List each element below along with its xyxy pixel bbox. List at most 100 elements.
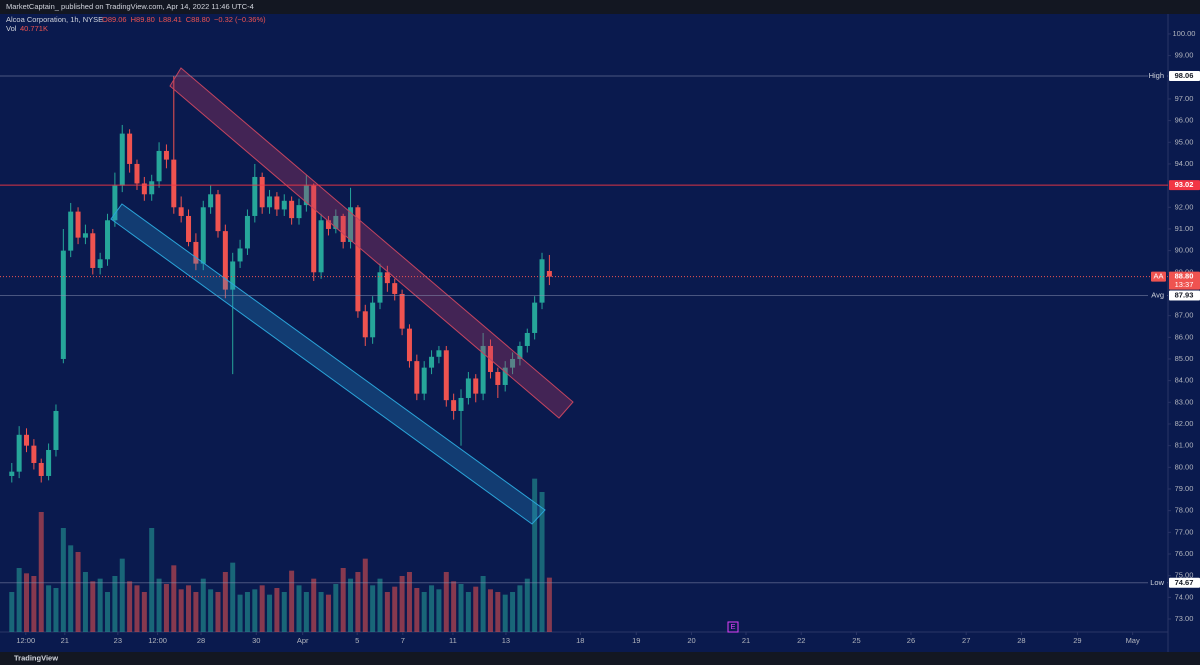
legend-ohlc: O89.06 [102, 15, 127, 24]
x-tick-label: 29 [1073, 636, 1081, 645]
candle-body [539, 259, 545, 303]
y-tick-label: 96.00 [1175, 116, 1194, 125]
volume-bar [230, 562, 236, 632]
candle-body [200, 207, 206, 264]
level-name: High [1149, 71, 1164, 80]
legend-ohlc: C88.80 [186, 15, 210, 24]
level-tag [1169, 290, 1200, 301]
volume-bar [517, 585, 523, 632]
volume-bar [31, 576, 37, 632]
candle-body [112, 185, 118, 221]
candle-body [451, 400, 457, 411]
x-tick-label: 21 [742, 636, 750, 645]
y-tick-label: 95.00 [1175, 137, 1194, 146]
candle-body [127, 133, 133, 164]
x-tick-label: 18 [576, 636, 584, 645]
last-price: 88.80 [1175, 272, 1194, 281]
y-tick-label: 97.00 [1175, 94, 1194, 103]
support-channel [110, 203, 546, 525]
volume-bar [149, 528, 155, 632]
candle-body [458, 397, 464, 411]
candle-body [502, 367, 508, 385]
x-tick-label: 28 [197, 636, 205, 645]
volume-bar [259, 585, 265, 632]
volume-bar [355, 572, 361, 632]
volume-bar [97, 578, 103, 632]
candle-body [311, 185, 317, 273]
volume-bar [487, 589, 493, 632]
candle-body [252, 176, 258, 216]
level-value: 98.06 [1175, 71, 1194, 80]
candle-body [465, 378, 471, 398]
volume-bar [193, 592, 199, 632]
volume-bar [267, 594, 273, 632]
candle-body [31, 445, 37, 463]
x-tick-label: 26 [907, 636, 915, 645]
x-tick-label: Apr [297, 636, 309, 645]
candle-body [215, 194, 221, 232]
volume-bar [119, 558, 125, 632]
candle-body [333, 215, 339, 229]
candle-body [259, 176, 265, 208]
candle-body [495, 371, 501, 385]
y-tick-label: 76.00 [1175, 549, 1194, 558]
y-tick-label: 91.00 [1175, 224, 1194, 233]
volume-bar [68, 545, 74, 632]
candle-body [16, 434, 22, 472]
candle-body [429, 356, 435, 368]
volume-bar [311, 578, 317, 632]
volume-bar [370, 585, 376, 632]
x-tick-label: 13 [502, 636, 510, 645]
y-tick-label: 84.00 [1175, 376, 1194, 385]
candle-body [208, 194, 214, 208]
y-tick-label: 74.00 [1175, 592, 1194, 601]
candle-body [340, 215, 346, 242]
y-tick-label: 79.00 [1175, 484, 1194, 493]
y-tick-label: 82.00 [1175, 419, 1194, 428]
volume-bar [75, 552, 81, 632]
y-tick-label: 81.00 [1175, 441, 1194, 450]
candle-body [436, 350, 442, 357]
volume-bar [281, 592, 287, 632]
volume-bar [156, 578, 162, 632]
volume-bar [60, 528, 66, 632]
candle-body [281, 200, 287, 210]
volume-bar [546, 577, 552, 632]
volume-bar [46, 585, 52, 632]
candle-body [24, 434, 30, 446]
volume-bar [524, 578, 530, 632]
candle-body [186, 215, 192, 242]
volume-bar [237, 594, 243, 632]
candle-body [134, 163, 140, 184]
volume-bar [532, 478, 538, 632]
resistance-channel [169, 67, 574, 419]
volume-bar [421, 592, 427, 632]
volume-bar [244, 592, 250, 632]
brand: TradingView [14, 653, 58, 662]
candle-body [524, 332, 530, 346]
candle-body [399, 293, 405, 329]
volume-bar [82, 572, 88, 632]
y-tick-label: 99.00 [1175, 51, 1194, 60]
volume-bar [134, 585, 140, 632]
level-name: Low [1150, 578, 1164, 587]
publisher-text: MarketCaptain_ published on TradingView.… [6, 2, 254, 11]
volume-bar [502, 594, 508, 632]
y-tick-label: 90.00 [1175, 246, 1194, 255]
y-tick-label: 85.00 [1175, 354, 1194, 363]
volume-bar [163, 584, 169, 632]
candle-body [274, 196, 280, 210]
level-name-box [1148, 290, 1167, 301]
candle-body [244, 215, 250, 249]
candle-body [60, 250, 66, 359]
candle-body [193, 241, 199, 264]
y-tick-label: 92.00 [1175, 202, 1194, 211]
candle-body [267, 196, 273, 208]
volume-bar [399, 576, 405, 632]
x-tick-label: 11 [449, 636, 457, 645]
volume-bar [318, 592, 324, 632]
volume-bar [362, 558, 368, 632]
x-tick-label: 5 [355, 636, 359, 645]
y-tick-label: 83.00 [1175, 397, 1194, 406]
